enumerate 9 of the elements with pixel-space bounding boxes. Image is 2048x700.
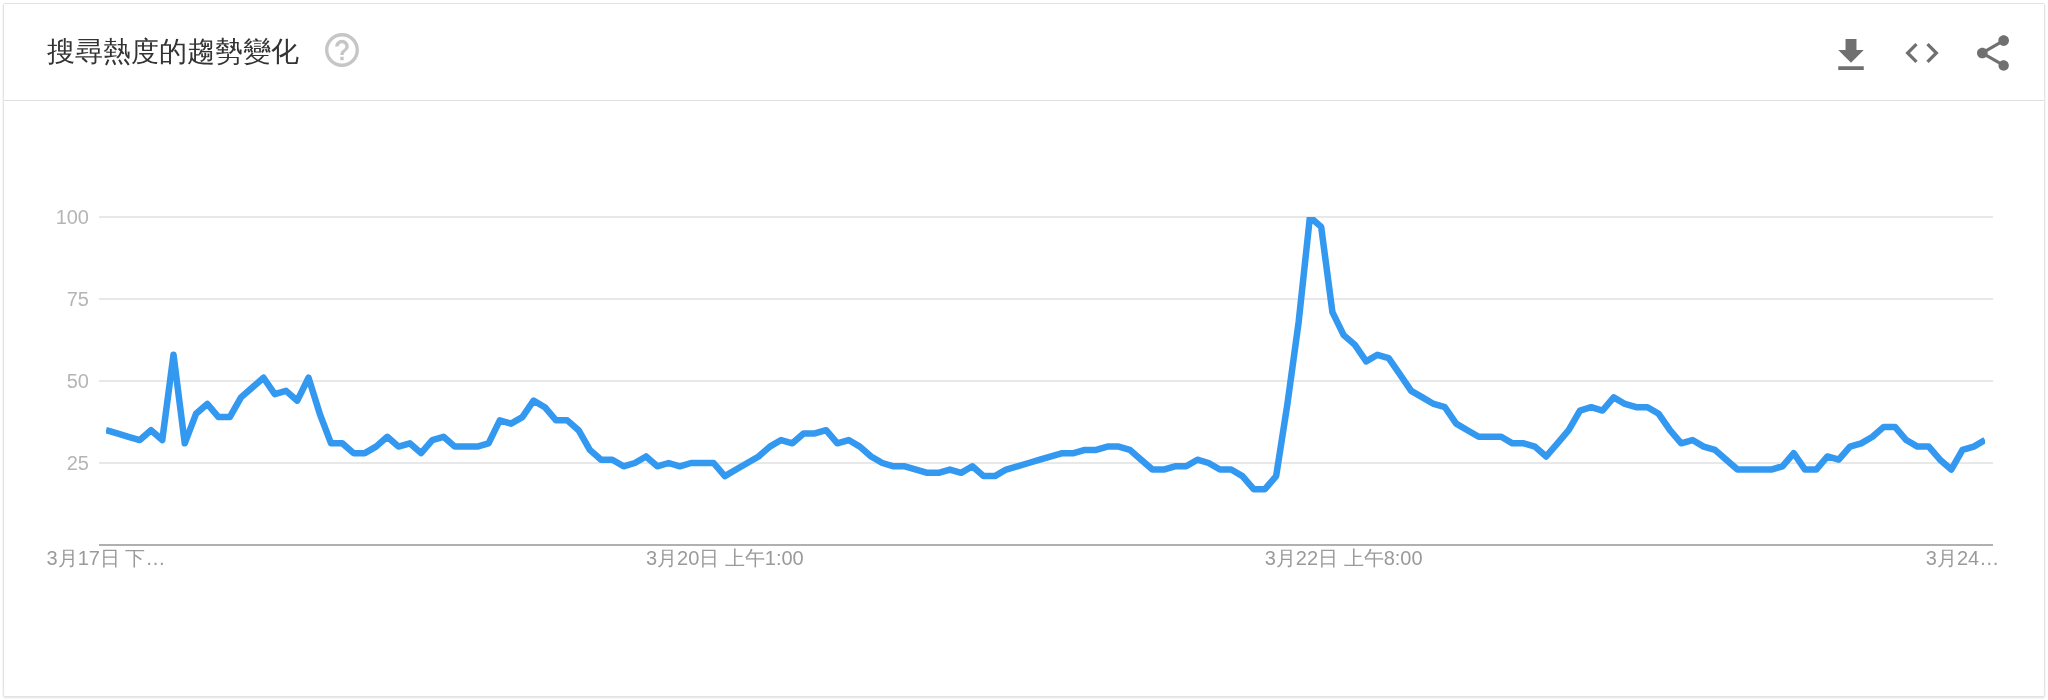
y-tick-label: 100 [55,206,89,229]
y-tick-label: 25 [66,452,89,475]
y-tick-label: 50 [66,370,89,393]
x-tick-label: 3月24… [1925,547,2000,570]
y-tick-label: 75 [66,288,89,311]
x-tick-label: 3月20日 上午1:00 [645,547,804,570]
chart-title: 搜尋熱度的趨勢變化 [47,36,299,68]
x-tick-label: 3月17日 下… [46,547,166,570]
x-tick-label: 3月22日 上午8:00 [1264,547,1423,570]
